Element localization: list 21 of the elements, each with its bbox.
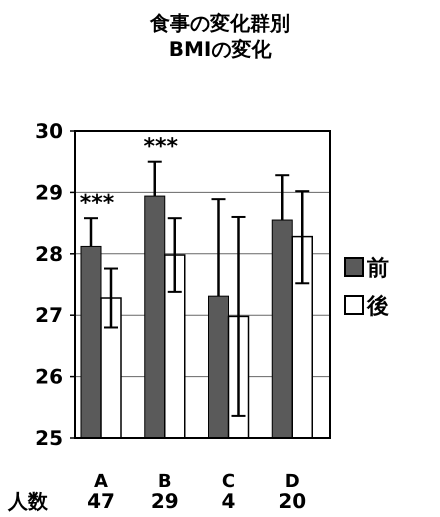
text: 20 <box>278 489 306 513</box>
legend-label: 後 <box>366 294 389 319</box>
text: 47 <box>87 489 115 513</box>
annotation: *** <box>80 191 115 216</box>
y-tick-label: 28 <box>35 242 63 266</box>
x-tick-label: A <box>94 471 108 492</box>
y-tick-label: 27 <box>35 303 63 328</box>
y-tick-label: 30 <box>35 119 63 143</box>
legend-label: 前 <box>366 256 389 281</box>
text: 人数 <box>7 489 49 513</box>
y-tick-label: 26 <box>35 364 63 389</box>
x-tick-label: D <box>284 471 300 492</box>
x-tick-label: C <box>222 471 236 492</box>
text: 4 <box>222 489 236 513</box>
chart-subtitle: BMIの変化 <box>168 37 272 61</box>
chart-title: 食事の変化群別 <box>149 11 290 35</box>
y-tick-label: 25 <box>35 426 63 450</box>
text: 29 <box>150 489 179 513</box>
x-tick-label: B <box>158 471 172 492</box>
annotation: *** <box>143 134 178 160</box>
y-tick-label: 29 <box>35 180 63 204</box>
